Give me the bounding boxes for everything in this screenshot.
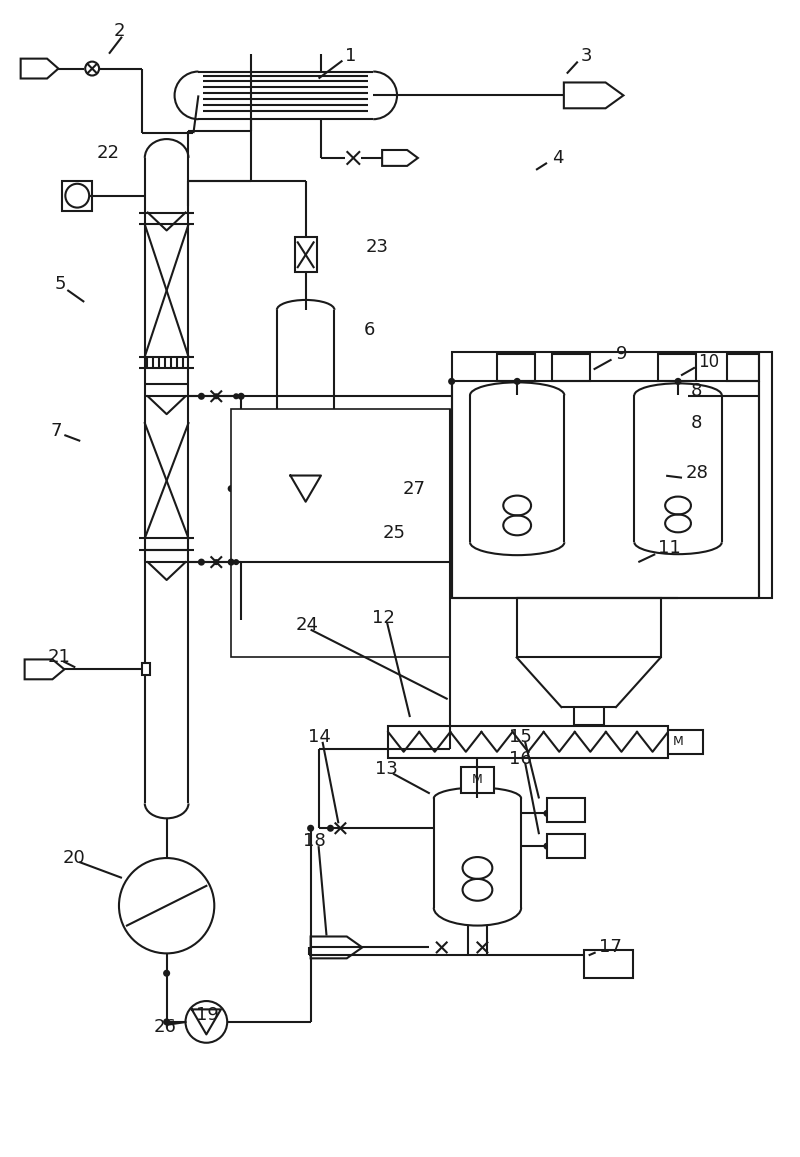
Text: 6: 6 [363,320,374,339]
Circle shape [234,395,238,398]
Text: 8: 8 [691,414,702,432]
Text: 22: 22 [97,143,120,162]
Text: 21: 21 [47,648,70,666]
Text: 18: 18 [302,832,326,850]
Text: 16: 16 [510,750,532,768]
Circle shape [86,61,99,75]
Text: 11: 11 [658,539,681,558]
Bar [668,730,703,753]
Text: 1: 1 [346,46,357,65]
Text: 13: 13 [375,760,398,778]
Polygon shape [564,82,623,109]
Text: 10: 10 [698,353,719,370]
Bar [498,354,535,382]
Circle shape [164,971,169,975]
Text: 12: 12 [372,609,395,627]
Bar [452,352,772,598]
Text: 15: 15 [510,728,532,746]
Circle shape [545,843,550,848]
Text: 14: 14 [308,728,330,746]
Text: 17: 17 [598,938,622,957]
Bar [62,180,92,211]
Bar [388,725,668,758]
Text: 20: 20 [62,849,85,867]
Circle shape [675,378,681,384]
Text: 25: 25 [382,524,405,543]
Circle shape [234,560,238,565]
Circle shape [229,560,234,565]
Circle shape [199,560,204,565]
Text: 7: 7 [50,422,62,440]
Circle shape [164,1019,169,1024]
Bar [231,410,450,657]
Text: 24: 24 [296,616,318,634]
Text: M: M [472,773,483,786]
Bar [547,798,585,823]
Bar [142,663,150,676]
Text: 2: 2 [114,22,126,39]
Circle shape [119,858,214,953]
Text: 26: 26 [154,1018,177,1036]
Bar [547,834,585,858]
Circle shape [545,811,550,816]
Polygon shape [310,936,362,958]
Bar [461,767,494,793]
Bar [658,354,696,382]
Text: 19: 19 [197,1005,219,1024]
Text: 23: 23 [366,238,388,257]
Circle shape [186,1001,227,1042]
Polygon shape [25,659,64,679]
Circle shape [284,466,327,510]
Polygon shape [21,59,58,79]
Bar [726,354,759,382]
Text: 27: 27 [403,480,426,498]
Text: 5: 5 [54,275,66,293]
Bar [584,950,634,978]
Circle shape [199,393,204,399]
Bar [517,598,661,657]
Circle shape [514,378,520,384]
Bar [552,354,590,382]
Circle shape [328,826,333,831]
Circle shape [66,184,89,207]
Circle shape [214,395,218,398]
Text: 8: 8 [691,382,702,400]
Text: 4: 4 [552,149,563,167]
Text: 28: 28 [686,464,709,481]
Circle shape [308,826,313,831]
Circle shape [238,393,243,399]
Bar [294,237,317,272]
Text: 9: 9 [615,345,627,362]
Circle shape [449,378,454,384]
Text: 3: 3 [581,46,592,65]
Circle shape [214,560,218,565]
Circle shape [229,486,234,491]
Polygon shape [382,150,418,165]
Text: M: M [673,736,683,749]
